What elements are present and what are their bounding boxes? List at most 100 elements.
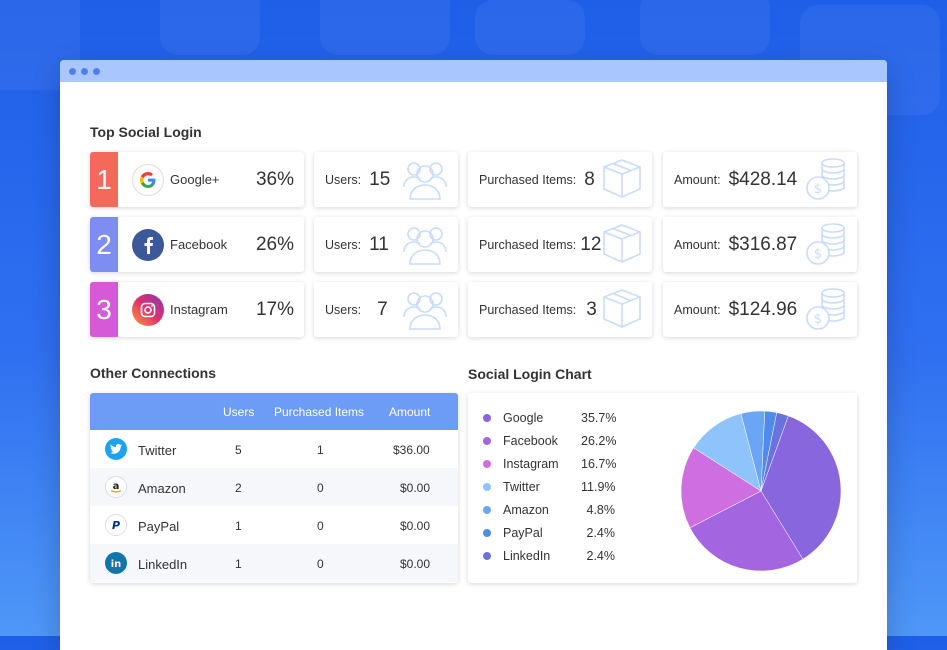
network-percent: 26% bbox=[255, 233, 294, 255]
background-shape bbox=[640, 0, 770, 55]
legend-value: 11.9% bbox=[581, 480, 616, 494]
connection-items: 0 bbox=[317, 519, 324, 533]
network-card-facebook[interactable]: 2 Facebook 26% bbox=[90, 217, 304, 272]
other-connections-title: Other Connections bbox=[90, 365, 217, 381]
users-card: Users: 11 bbox=[314, 217, 458, 272]
background-shape bbox=[320, 0, 450, 55]
coins-icon: $ bbox=[806, 288, 845, 330]
table-row[interactable]: Twitter 5 1 $36.00 bbox=[90, 430, 458, 468]
network-card-instagram[interactable]: 3 Instagram 17% bbox=[90, 282, 304, 337]
top-social-login-title: Top Social Login bbox=[90, 124, 202, 140]
legend-item[interactable]: LinkedIn 2.4% bbox=[483, 548, 615, 564]
users-value: 11 bbox=[369, 233, 389, 255]
legend-label: Amazon bbox=[503, 503, 549, 517]
box-icon bbox=[603, 159, 641, 198]
purchased-items-value: 8 bbox=[584, 168, 595, 190]
connection-amount: $0.00 bbox=[400, 557, 431, 571]
legend-value: 35.7% bbox=[581, 411, 617, 425]
connection-name: LinkedIn bbox=[138, 557, 188, 572]
connection-users: 5 bbox=[235, 443, 242, 457]
legend-value: 2.4% bbox=[586, 549, 616, 563]
column-header-amount[interactable]: Amount bbox=[389, 405, 431, 419]
coins-icon: $ bbox=[806, 223, 845, 265]
table-header: Users Purchased Items Amount bbox=[90, 393, 458, 430]
connection-users: 2 bbox=[235, 481, 242, 495]
table-row[interactable]: a Amazon 2 0 $0.00 bbox=[90, 468, 458, 506]
legend-label: Facebook bbox=[503, 434, 558, 448]
rank-badge: 3 bbox=[90, 282, 118, 337]
google-icon bbox=[132, 163, 164, 196]
legend-swatch bbox=[483, 414, 491, 422]
background-shape bbox=[160, 0, 260, 55]
legend-item[interactable]: Twitter 11.9% bbox=[483, 479, 616, 495]
legend-label: Google bbox=[503, 411, 544, 425]
legend-label: Twitter bbox=[503, 480, 540, 494]
purchased-items-value: 12 bbox=[580, 233, 602, 255]
rank-badge: 1 bbox=[90, 152, 118, 207]
amount-card: Amount: $124.96 $ bbox=[663, 282, 857, 337]
connection-name: Amazon bbox=[138, 481, 186, 496]
purchased-items-label: Purchased Items: bbox=[479, 237, 577, 252]
pie-slice-twitter[interactable] bbox=[693, 413, 762, 492]
coins-icon: $ bbox=[806, 158, 845, 200]
legend-value: 26.2% bbox=[581, 434, 617, 448]
instagram-icon bbox=[132, 293, 164, 326]
users-value: 15 bbox=[369, 168, 391, 190]
network-name: Instagram bbox=[170, 302, 228, 317]
legend-swatch bbox=[483, 483, 491, 491]
background-shape bbox=[475, 0, 585, 55]
svg-text:in: in bbox=[111, 559, 122, 569]
social-login-chart-title: Social Login Chart bbox=[468, 366, 592, 382]
app-window: Top Social Login 1 Google+ 36% Users: 15… bbox=[60, 60, 887, 650]
pie-slice-facebook[interactable] bbox=[689, 490, 804, 572]
legend-item[interactable]: Facebook 26.2% bbox=[483, 433, 617, 449]
window-dot bbox=[81, 67, 88, 75]
rank-badge: 2 bbox=[90, 217, 118, 272]
users-label: Users: bbox=[325, 237, 362, 252]
amount-value: $124.96 bbox=[728, 298, 798, 320]
legend-item[interactable]: Instagram 16.7% bbox=[483, 456, 617, 472]
users-label: Users: bbox=[325, 172, 362, 187]
column-header-purchased-items[interactable]: Purchased Items bbox=[274, 405, 365, 419]
pie-slice-instagram[interactable] bbox=[680, 447, 762, 529]
users-card: Users: 15 bbox=[314, 152, 458, 207]
legend-item[interactable]: Google 35.7% bbox=[483, 410, 617, 426]
facebook-icon bbox=[132, 228, 164, 261]
purchased-items-label: Purchased Items: bbox=[479, 302, 577, 317]
legend-item[interactable]: PayPal 2.4% bbox=[483, 525, 615, 541]
connection-name: Twitter bbox=[138, 443, 177, 458]
connection-items: 1 bbox=[317, 443, 324, 457]
svg-text:P: P bbox=[112, 519, 120, 532]
legend-swatch bbox=[483, 460, 491, 468]
network-card-google[interactable]: 1 Google+ 36% bbox=[90, 152, 304, 207]
connection-amount: $0.00 bbox=[400, 519, 431, 533]
svg-text:$: $ bbox=[814, 247, 822, 262]
table-row[interactable]: in LinkedIn 1 0 $0.00 bbox=[90, 544, 458, 582]
window-dot bbox=[69, 67, 76, 75]
connections-table: Users Purchased Items Amount Twitter 5 1… bbox=[90, 393, 458, 583]
amount-card: Amount: $428.14 $ bbox=[663, 152, 857, 207]
purchased-items-card: Purchased Items: 3 bbox=[468, 282, 652, 337]
svg-text:a: a bbox=[113, 481, 120, 492]
amount-card: Amount: $316.87 $ bbox=[663, 217, 857, 272]
purchased-items-card: Purchased Items: 8 bbox=[468, 152, 652, 207]
users-icon bbox=[403, 162, 447, 200]
purchased-items-value: 3 bbox=[586, 298, 597, 320]
network-name: Google+ bbox=[170, 172, 220, 187]
purchased-items-card: Purchased Items: 12 bbox=[468, 217, 652, 272]
pie-slice-linkedin[interactable] bbox=[760, 412, 789, 492]
legend-swatch bbox=[483, 552, 491, 560]
legend-swatch bbox=[483, 506, 491, 514]
legend-item[interactable]: Amazon 4.8% bbox=[483, 502, 615, 518]
svg-text:$: $ bbox=[814, 312, 822, 327]
column-header-users[interactable]: Users bbox=[223, 405, 255, 419]
connection-items: 0 bbox=[317, 557, 324, 571]
amount-value: $428.14 bbox=[728, 168, 798, 190]
legend-value: 16.7% bbox=[581, 457, 617, 471]
box-icon bbox=[603, 224, 641, 263]
legend-label: LinkedIn bbox=[503, 549, 551, 563]
purchased-items-label: Purchased Items: bbox=[479, 172, 577, 187]
legend-swatch bbox=[483, 437, 491, 445]
connection-users: 1 bbox=[235, 557, 242, 571]
table-row[interactable]: P PayPal 1 0 $0.00 bbox=[90, 506, 458, 544]
